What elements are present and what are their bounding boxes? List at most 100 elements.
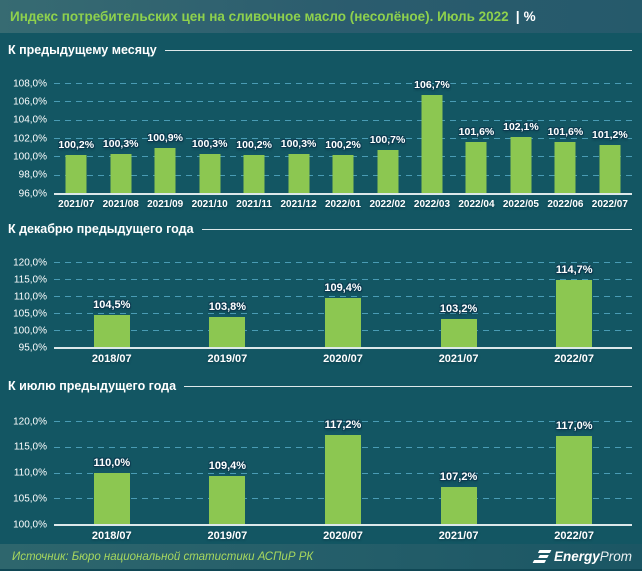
x-tick-label: 2020/07: [323, 353, 363, 365]
x-tick-label: 2021/08: [102, 199, 139, 210]
gridline: 110,0%: [14, 291, 632, 302]
bar-slot: 100,3%: [187, 83, 231, 193]
gridline: 102,0%: [13, 133, 632, 144]
bar: [510, 137, 532, 193]
source-note: Источник: Бюро национальной статистики А…: [12, 550, 314, 563]
bar: [554, 141, 576, 193]
bar: [209, 475, 246, 524]
gridline: 115,0%: [14, 274, 632, 285]
value-label: 104,5%: [93, 298, 131, 311]
value-label: 100,3%: [102, 137, 139, 150]
x-tick-label: 2019/07: [207, 353, 248, 365]
value-label: 103,2%: [439, 303, 478, 316]
x-tick-label: 2021/07: [58, 199, 95, 210]
bar: [243, 154, 265, 193]
bar: [599, 145, 621, 193]
x-tick-label: 2021/10: [191, 199, 228, 210]
section-rule: [184, 385, 632, 387]
charts-area: К предыдущему месяцу 96,0% 98,0% 100,0% 102…: [0, 33, 642, 542]
x-tick-label: 2022/07: [591, 199, 628, 210]
bar-slot: 103,2%: [401, 262, 517, 347]
bar: [65, 154, 87, 193]
title-separator: |: [515, 7, 520, 24]
bar: [440, 486, 477, 524]
value-label: 106,7%: [414, 78, 450, 91]
gridline: 120,0%: [13, 416, 632, 427]
bar-slot: 102,1%: [499, 83, 543, 193]
bar: [154, 148, 176, 193]
value-label: 100,2%: [236, 138, 272, 151]
value-label: 117,2%: [324, 419, 362, 432]
x-axis-line: 100,0%: [13, 520, 632, 531]
bar-chart-vs-december: 95,0% 100,0% 105,0% 110,0% 115,0% 120,0% 104,5…: [8, 257, 634, 365]
bar: [209, 317, 246, 347]
y-tick-label: 120,0%: [13, 257, 47, 268]
bar-slot: 110,0%: [54, 421, 170, 524]
y-tick-label: 100,0%: [13, 519, 47, 531]
y-tick-label: 104,0%: [13, 114, 47, 126]
x-tick-label: 2021/07: [438, 530, 479, 542]
section-header: К июлю предыдущего года: [8, 377, 634, 395]
section-rule: [201, 228, 632, 230]
bar-slot: 100,3%: [98, 83, 142, 193]
bar-slot: 100,9%: [143, 83, 187, 193]
x-tick-label: 2022/06: [547, 199, 584, 210]
y-tick-label: 100,0%: [13, 151, 47, 163]
value-label: 100,9%: [147, 132, 183, 145]
bar: [332, 154, 354, 193]
bar-slot: 100,2%: [232, 83, 276, 193]
bar-slot: 101,2%: [588, 83, 632, 193]
bar-chart-vs-july: 100,0% 105,0% 110,0% 115,0% 120,0% 110,0% 109,…: [8, 416, 634, 542]
y-tick-label: 96,0%: [18, 188, 47, 200]
chart-section-vs-july: К июлю предыдущего года 100,0% 105,0% 110,…: [8, 377, 634, 542]
y-tick-label: 115,0%: [13, 274, 47, 285]
bar-slot: 117,0%: [516, 420, 632, 524]
energyprom-logo: EnergyProm: [532, 549, 632, 564]
energyprom-stacked-bars-icon: [532, 550, 552, 563]
x-tick-label: 2021/12: [280, 199, 317, 210]
x-tick-label: 2022/03: [413, 199, 451, 210]
bar-slot: 100,7%: [365, 83, 409, 193]
y-tick-label: 108,0%: [13, 78, 47, 89]
x-axis-labels: 2018/07 2019/07 2020/07 2021/07 2022/07: [54, 530, 632, 542]
chart-section-vs-december: К декабрю предыдущего года 95,0% 100,0% 10…: [8, 220, 634, 365]
bar-slot: 117,2%: [285, 419, 401, 524]
energyprom-logo-text: EnergyProm: [554, 549, 632, 564]
y-tick-label: 110,0%: [13, 291, 47, 302]
plot-area: 96,0% 98,0% 100,0% 102,0% 104,0% 106,0% 108,0%…: [13, 78, 632, 200]
x-axis-line: 96,0%: [19, 189, 632, 200]
bar-slot: 107,2%: [401, 421, 517, 524]
y-tick-label: 95,0%: [18, 342, 47, 354]
y-tick-label: 115,0%: [13, 441, 47, 453]
bar: [556, 280, 593, 347]
y-tick-label: 98,0%: [18, 169, 47, 181]
value-label: 100,2%: [325, 138, 361, 151]
section-title: К декабрю предыдущего года: [8, 222, 194, 236]
x-tick-label: 2022/07: [554, 353, 595, 365]
page-title: Индекс потребительских цен на сливочное …: [10, 8, 536, 26]
bar-slot: 101,6%: [543, 83, 587, 193]
page-title-text: Индекс потребительских цен на сливочное …: [10, 8, 509, 24]
y-tick-label: 110,0%: [13, 467, 47, 479]
section-title: К предыдущему месяцу: [8, 43, 157, 57]
bar: [440, 319, 477, 347]
gridline: 104,0%: [13, 115, 632, 126]
footer-bar: Источник: Бюро национальной статистики А…: [0, 544, 642, 571]
section-title: К июлю предыдущего года: [8, 379, 177, 393]
y-tick-label: 106,0%: [13, 96, 47, 108]
value-label: 117,0%: [555, 420, 593, 433]
bar-slot: 100,2%: [321, 83, 365, 193]
x-tick-label: 2018/07: [91, 530, 132, 542]
y-tick-label: 105,0%: [13, 308, 47, 319]
section-header: К декабрю предыдущего года: [8, 220, 634, 238]
bar-chart-monthly: 96,0% 98,0% 100,0% 102,0% 104,0% 106,0% 108,0%…: [8, 78, 634, 210]
bars-layer: 104,5% 103,8% 109,4% 103,2% 114,7%: [54, 262, 632, 347]
x-axis-labels: 2018/07 2019/07 2020/07 2021/07 2022/07: [54, 353, 632, 365]
bar-slot: 100,3%: [276, 83, 320, 193]
y-tick-label: 102,0%: [13, 133, 47, 144]
x-tick-label: 2022/01: [324, 199, 362, 210]
bar: [110, 153, 132, 193]
value-label: 100,3%: [191, 137, 228, 150]
value-label: 114,7%: [555, 264, 593, 277]
value-label: 109,4%: [208, 459, 247, 472]
